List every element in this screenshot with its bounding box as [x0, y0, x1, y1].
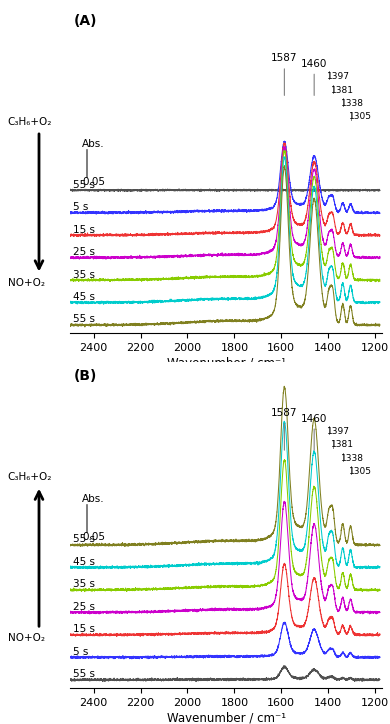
- Text: C₃H₆+O₂: C₃H₆+O₂: [8, 117, 52, 127]
- Text: 55 s: 55 s: [73, 534, 94, 544]
- X-axis label: Wavenumber / cm⁻¹: Wavenumber / cm⁻¹: [167, 712, 286, 724]
- Text: 5 s: 5 s: [73, 647, 88, 657]
- Text: 35 s: 35 s: [73, 269, 94, 279]
- Text: 1338: 1338: [341, 99, 364, 108]
- Text: 55 s: 55 s: [73, 669, 94, 679]
- Text: 1381: 1381: [331, 85, 354, 95]
- Text: 1587: 1587: [271, 408, 298, 418]
- Text: 25 s: 25 s: [73, 602, 94, 612]
- Text: 55 s: 55 s: [73, 180, 94, 190]
- X-axis label: Wavenumber / cm⁻¹: Wavenumber / cm⁻¹: [167, 357, 286, 370]
- Text: 1338: 1338: [341, 454, 364, 463]
- Text: 1381: 1381: [331, 440, 354, 450]
- Text: Abs.: Abs.: [82, 494, 105, 504]
- Text: Abs.: Abs.: [82, 139, 105, 149]
- Text: C₃H₆+O₂: C₃H₆+O₂: [8, 472, 52, 482]
- Text: 0.05: 0.05: [82, 532, 105, 542]
- Text: 1460: 1460: [301, 413, 327, 424]
- Text: 5 s: 5 s: [73, 202, 88, 212]
- Text: 1397: 1397: [327, 427, 350, 436]
- Text: 1305: 1305: [349, 112, 372, 122]
- Text: 45 s: 45 s: [73, 292, 94, 302]
- Text: 1397: 1397: [327, 72, 350, 81]
- Text: 1305: 1305: [349, 467, 372, 476]
- Text: 1587: 1587: [271, 54, 298, 64]
- Text: 55 s: 55 s: [73, 314, 94, 324]
- Text: (A): (A): [73, 14, 97, 28]
- Text: 35 s: 35 s: [73, 579, 94, 589]
- Text: (B): (B): [73, 369, 97, 382]
- Text: 25 s: 25 s: [73, 247, 94, 257]
- Text: 45 s: 45 s: [73, 557, 94, 567]
- Text: NO+O₂: NO+O₂: [8, 633, 45, 643]
- Text: 15 s: 15 s: [73, 224, 94, 235]
- Text: 15 s: 15 s: [73, 624, 94, 634]
- Text: 0.05: 0.05: [82, 177, 105, 188]
- Text: 1460: 1460: [301, 59, 327, 69]
- Text: NO+O₂: NO+O₂: [8, 278, 45, 288]
